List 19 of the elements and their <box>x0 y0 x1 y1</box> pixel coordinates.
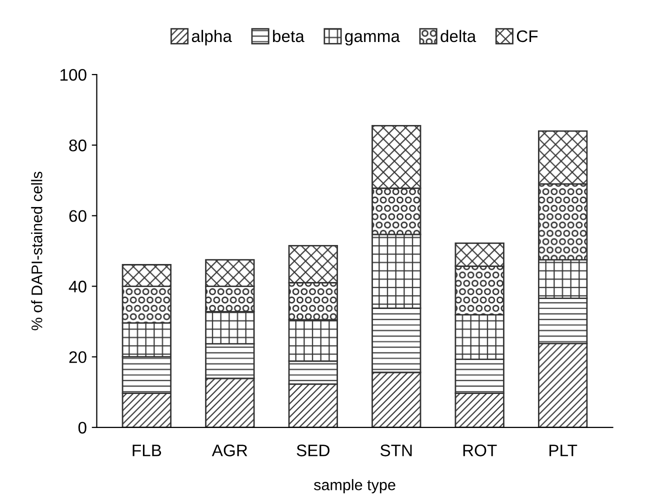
x-tick-label: SED <box>296 444 330 456</box>
y-tick-label: 80 <box>69 140 86 152</box>
legend-label: gamma <box>345 33 400 46</box>
x-tick-label: ROT <box>463 444 497 456</box>
y-tick-label: 100 <box>60 68 86 81</box>
y-tick-label: 0 <box>78 422 86 434</box>
y-tick-label: 20 <box>69 351 86 364</box>
legend-label: alpha <box>192 30 232 46</box>
legend-label: CF <box>516 30 538 42</box>
y-axis-title: % of DAPI-stained cells <box>31 172 42 330</box>
x-tick-label: FLB <box>132 444 162 456</box>
y-tick-label: 60 <box>69 210 86 222</box>
x-tick-label: AGR <box>212 444 248 456</box>
x-axis-title: sample type <box>314 479 396 494</box>
x-tick-label: PLT <box>550 444 578 456</box>
legend-label: beta <box>273 30 304 42</box>
y-tick-label: 40 <box>68 280 86 292</box>
legend-label: delta <box>440 30 476 42</box>
x-tick-label: STN <box>380 444 412 456</box>
